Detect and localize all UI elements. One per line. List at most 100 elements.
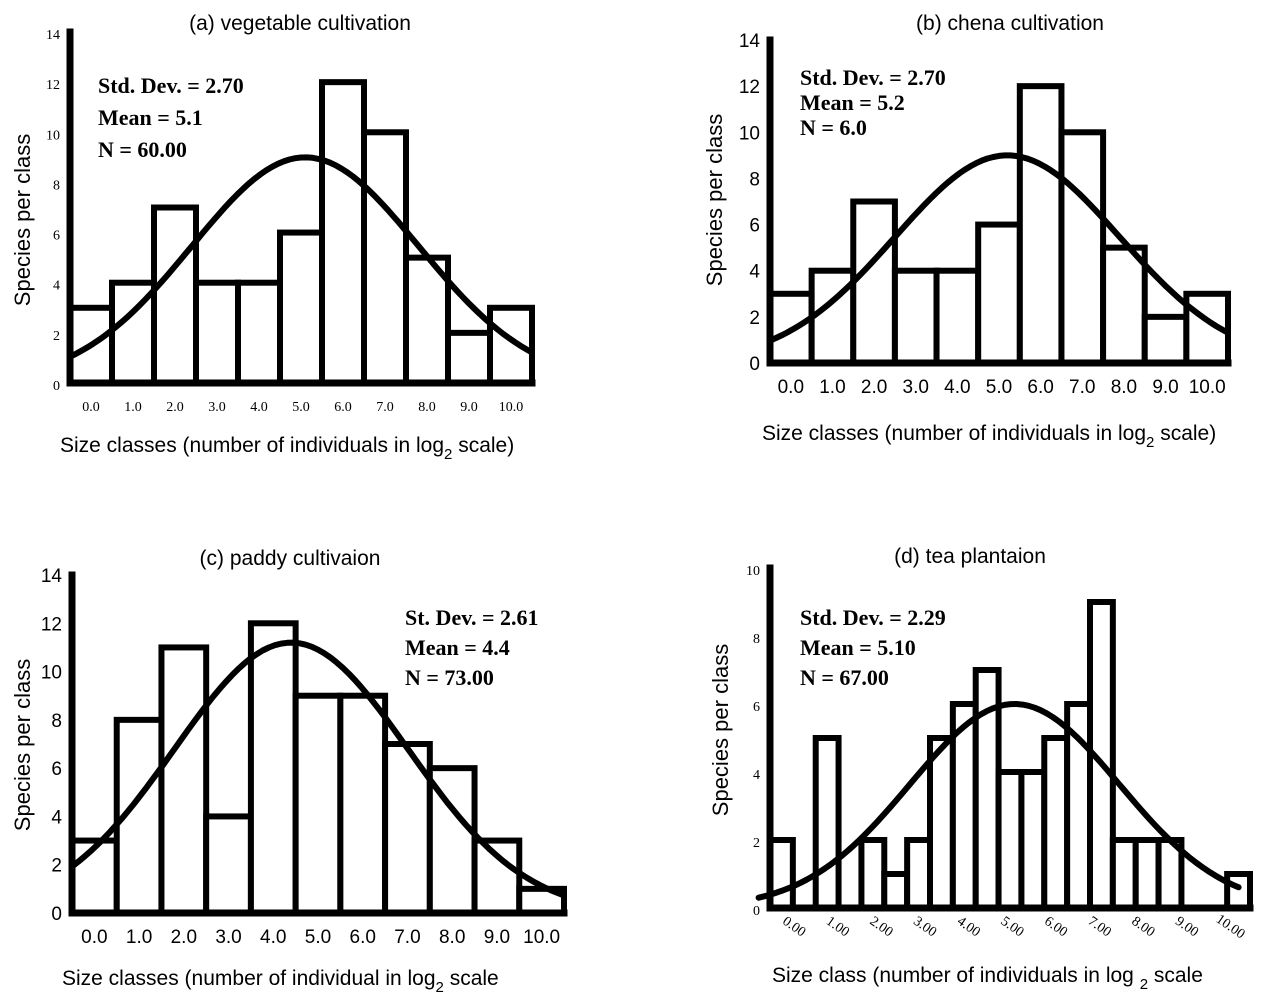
x-tick-label: 4.00 [954, 914, 983, 940]
x-tick-label: 1.0 [126, 927, 152, 948]
y-tick-label: 14 [41, 566, 63, 587]
x-tick-label: 4.0 [260, 927, 286, 948]
y-tick-label: 6 [51, 759, 62, 780]
y-tick-label: 0 [753, 904, 760, 919]
y-tick-label: 0 [749, 354, 760, 375]
stats-annotation: St. Dev. = 2.61 [405, 605, 539, 630]
histogram-bar [1141, 313, 1190, 367]
y-axis-label: Species per class [10, 659, 35, 831]
histogram-bar [193, 279, 241, 387]
stats-annotation: Std. Dev. = 2.70 [98, 73, 244, 98]
y-axis-label: Species per class [708, 644, 733, 816]
histogram-bar [933, 267, 982, 367]
y-tick-label: 0 [53, 379, 60, 394]
histogram-bar [277, 229, 325, 386]
x-tick-label: 2.00 [867, 914, 896, 940]
x-tick-label: 8.0 [418, 400, 436, 415]
y-tick-label: 6 [53, 229, 60, 244]
y-tick-label: 12 [739, 77, 760, 98]
axes [766, 564, 1254, 912]
histogram-bar [247, 620, 299, 916]
x-tick-label: 4.0 [944, 377, 970, 398]
x-tick-label: 8.0 [439, 927, 465, 948]
x-tick-label: 1.0 [819, 377, 845, 398]
stats-annotation: Mean = 5.10 [800, 635, 916, 660]
y-tick-label: 4 [749, 262, 760, 283]
x-axis-label: Size classes (number of individuals in l… [762, 422, 1216, 451]
x-tick-label: 8.00 [1129, 914, 1158, 940]
y-tick-label: 2 [51, 856, 62, 877]
x-tick-label: 9.0 [1152, 377, 1178, 398]
y-tick-label: 0 [51, 904, 62, 925]
histogram-bar [292, 692, 344, 917]
histogram-bar [1100, 244, 1148, 366]
axes [766, 36, 1232, 367]
chart-panel-c: (c) paddy cultivaion Species per class Siz… [10, 547, 568, 993]
stats-annotation: N = 6.0 [800, 115, 867, 140]
y-axis-label: Species per class [702, 114, 727, 286]
chart-title: (d) tea plantaion [894, 545, 1046, 568]
x-tick-label: 5.0 [986, 377, 1012, 398]
normal-curve [69, 639, 567, 899]
x-axis-label: Size classes (number of individuals in l… [60, 434, 514, 463]
y-tick-label: 4 [753, 768, 760, 783]
axes [66, 28, 536, 387]
x-tick-label: 10.00 [1213, 912, 1247, 942]
x-tick-label: 9.0 [484, 927, 510, 948]
y-tick-label: 8 [53, 178, 60, 193]
y-tick-label: 8 [753, 632, 760, 647]
x-tick-label: 0.0 [778, 377, 804, 398]
histogram-bar [1109, 837, 1139, 911]
histogram-bar [1058, 129, 1107, 366]
x-tick-label: 10.0 [1189, 377, 1226, 398]
x-tick-label: 3.0 [903, 377, 929, 398]
y-tick-label: 6 [749, 216, 760, 237]
y-tick-label: 10 [41, 663, 62, 684]
x-tick-label: 0.0 [81, 927, 107, 948]
y-axis-label: Species per class [10, 134, 35, 306]
x-tick-label: 9.00 [1172, 914, 1201, 940]
histogram-bar [1132, 837, 1162, 911]
x-tick-label: 5.0 [305, 927, 331, 948]
normal-curve [67, 154, 535, 360]
histogram-bar [235, 279, 283, 387]
histogram-bar [1041, 735, 1071, 911]
x-axis-label: Size class (number of individuals in log… [772, 964, 1203, 993]
histogram-bar [1018, 769, 1048, 911]
x-tick-label: 0.0 [82, 400, 100, 415]
x-tick-label: 0.00 [779, 914, 808, 940]
y-tick-label: 4 [53, 279, 60, 294]
axes [68, 571, 568, 917]
histogram-bar [812, 735, 842, 911]
histogram-bar [904, 837, 934, 911]
chart-panel-a: (a) vegetable cultivation Species per cla… [10, 12, 536, 463]
x-tick-label: 3.00 [910, 914, 939, 940]
histogram-bar [319, 79, 367, 387]
x-tick-label: 6.0 [1027, 377, 1053, 398]
x-tick-label: 7.00 [1085, 914, 1114, 940]
y-tick-label: 2 [753, 836, 760, 851]
y-tick-label: 8 [749, 169, 760, 190]
x-tick-label: 7.0 [1069, 377, 1095, 398]
x-tick-label: 2.0 [861, 377, 887, 398]
x-tick-label: 5.00 [998, 914, 1027, 940]
stats-annotation: Std. Dev. = 2.70 [800, 65, 946, 90]
x-tick-label: 3.0 [215, 927, 241, 948]
y-tick-label: 6 [753, 700, 760, 715]
y-tick-label: 14 [46, 28, 60, 43]
x-tick-label: 6.00 [1041, 914, 1070, 940]
histogram-bar [471, 837, 523, 916]
histogram-bar [995, 769, 1025, 911]
x-tick-label: 4.0 [250, 400, 268, 415]
y-tick-label: 4 [51, 807, 62, 828]
stats-annotation: Std. Dev. = 2.29 [800, 605, 946, 630]
stats-annotation: N = 60.00 [98, 137, 187, 162]
histogram-bar [151, 204, 199, 386]
x-tick-label: 1.0 [124, 400, 142, 415]
histogram-bar [337, 692, 389, 917]
stats-annotation: N = 73.00 [405, 665, 494, 690]
y-tick-label: 12 [46, 78, 60, 93]
normal-curve [767, 152, 1231, 344]
x-tick-label: 9.0 [460, 400, 478, 415]
